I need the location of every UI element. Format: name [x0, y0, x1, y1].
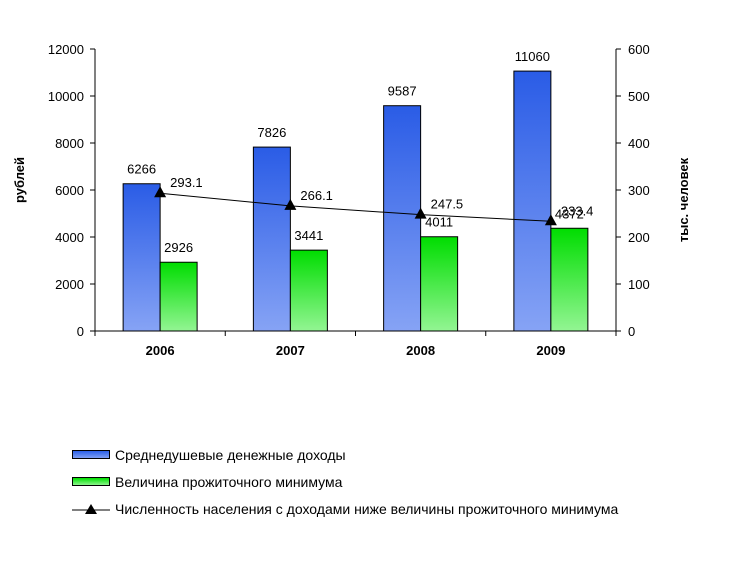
- data-label-subsistence: 4011: [425, 215, 453, 230]
- line-marker-population: [284, 198, 297, 210]
- line-marker-population: [414, 207, 427, 219]
- legend-swatch-income: [72, 450, 110, 459]
- y2-axis-title: тыс. человек: [676, 157, 691, 242]
- y-axis-title: рублей: [12, 157, 27, 203]
- y-tick-label: 8000: [55, 136, 84, 151]
- data-label-income: 11060: [515, 49, 550, 64]
- axes: 0 2000 4000 6000 8000 10000 12000 0 100 200 300 400…: [48, 42, 650, 358]
- bar-subsistence: [289, 249, 328, 332]
- data-label-population: 266.1: [300, 188, 333, 203]
- y2-tick-label: 300: [628, 183, 650, 198]
- x-tick-label: 2006: [146, 343, 175, 358]
- x-tick-label: 2009: [536, 343, 565, 358]
- bar-subsistence: [420, 236, 459, 332]
- y2-tick-label: 600: [628, 42, 650, 57]
- data-label-income: 9587: [388, 84, 417, 99]
- y-tick-label: 10000: [48, 89, 84, 104]
- bar-income: [383, 105, 422, 332]
- legend-item-population: Численность населения с доходами ниже ве…: [72, 495, 618, 522]
- line-population: [160, 192, 551, 222]
- x-tick-label: 2007: [276, 343, 305, 358]
- bar-subsistence: [550, 227, 589, 332]
- y2-tick-label: 100: [628, 277, 650, 292]
- data-label-subsistence: 3441: [294, 228, 323, 243]
- legend-swatch-population: [72, 503, 110, 515]
- x-tick-label: 2008: [406, 343, 435, 358]
- y-tick-label: 2000: [55, 277, 84, 292]
- line-series: [154, 186, 557, 226]
- y2-tick-label: 400: [628, 136, 650, 151]
- data-label-income: 7826: [257, 125, 286, 140]
- y2-tick-label: 0: [628, 324, 635, 339]
- data-labels: 6266 2926 7826 3441 9587 4011 11060 4372 293.1 26…: [127, 49, 593, 255]
- data-label-population: 233.4: [561, 203, 594, 218]
- legend-item-subsistence: Величина прожиточного минимума: [72, 468, 618, 495]
- data-label-subsistence: 4372: [555, 206, 584, 221]
- y-tick-label: 12000: [48, 42, 84, 57]
- data-label-subsistence: 2926: [164, 240, 193, 255]
- data-label-population: 247.5: [431, 197, 464, 212]
- y2-tick-label: 200: [628, 230, 650, 245]
- data-label-population: 293.1: [170, 175, 203, 190]
- bar-income: [513, 70, 552, 332]
- y-tick-label: 0: [77, 324, 84, 339]
- y-tick-label: 4000: [55, 230, 84, 245]
- line-marker-population: [544, 214, 557, 226]
- y2-tick-label: 500: [628, 89, 650, 104]
- data-label-income: 6266: [127, 162, 156, 177]
- legend-swatch-subsistence: [72, 477, 110, 486]
- bars: [122, 70, 589, 332]
- y-tick-label: 6000: [55, 183, 84, 198]
- line-marker-population: [154, 186, 167, 198]
- legend: Среднедушевые денежные доходы Величина п…: [72, 441, 618, 522]
- legend-item-income: Среднедушевые денежные доходы: [72, 441, 618, 468]
- bar-subsistence: [159, 261, 198, 332]
- bar-income: [122, 183, 161, 332]
- legend-label-income: Среднедушевые денежные доходы: [115, 446, 346, 463]
- chart: 0 2000 4000 6000 8000 10000 12000 0 100 200 300 400…: [12, 42, 691, 358]
- legend-label-population: Численность населения с доходами ниже ве…: [115, 500, 619, 517]
- bar-income: [252, 146, 291, 332]
- legend-label-subsistence: Величина прожиточного минимума: [115, 473, 343, 490]
